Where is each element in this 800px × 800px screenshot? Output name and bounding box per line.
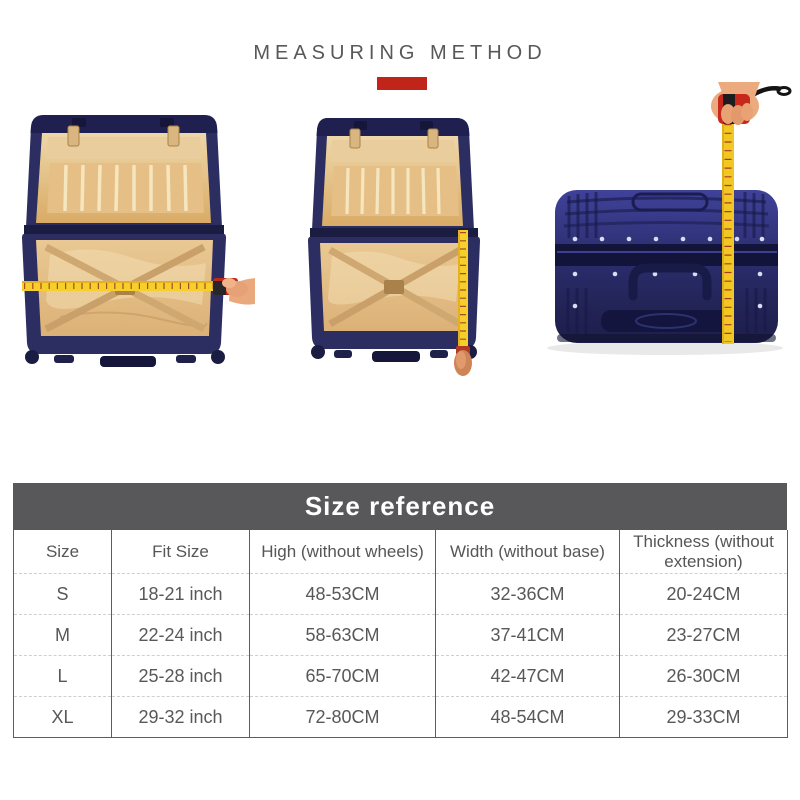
col-header-thickness: Thickness (without extension) — [619, 530, 788, 574]
cell-width: 42-47CM — [435, 655, 620, 697]
hand-holding-tape — [213, 278, 255, 305]
cell-width: 48-54CM — [435, 696, 620, 738]
cell-size: S — [13, 573, 112, 615]
cell-width: 37-41CM — [435, 614, 620, 656]
cell-width: 32-36CM — [435, 573, 620, 615]
closed-suitcase-side — [555, 190, 778, 343]
photo-measure-thickness-closed-suitcase — [547, 82, 792, 355]
tape-measure-vertical — [722, 122, 734, 344]
photo-measure-height-open-suitcase — [308, 118, 480, 376]
table-row-m: M 22-24 inch 58-63CM 37-41CM 23-27CM — [13, 614, 788, 656]
hand-holding-tape-measure — [711, 82, 792, 125]
cell-size: M — [13, 614, 112, 656]
table-row-xl: XL 29-32 inch 72-80CM 48-54CM 29-33CM — [13, 696, 788, 738]
cell-high: 72-80CM — [249, 696, 436, 738]
table-header-row: Size Fit Size High (without wheels) Widt… — [14, 530, 788, 574]
cell-high: 65-70CM — [249, 655, 436, 697]
cell-size: L — [13, 655, 112, 697]
table-row-l: L 25-28 inch 65-70CM 42-47CM 26-30CM — [13, 655, 788, 697]
col-header-width: Width (without base) — [435, 530, 620, 574]
col-header-size: Size — [45, 541, 80, 561]
cell-thickness: 29-33CM — [619, 696, 788, 738]
open-suitcase-front — [308, 118, 480, 362]
title-accent-bar — [377, 77, 427, 90]
floor-shadow — [547, 341, 783, 355]
rivets — [572, 236, 765, 309]
carry-handle — [628, 263, 712, 301]
cell-fit-size: 22-24 inch — [111, 614, 250, 656]
cell-size: XL — [13, 696, 112, 738]
cell-high: 58-63CM — [249, 614, 436, 656]
cell-fit-size: 18-21 inch — [111, 573, 250, 615]
cell-thickness: 23-27CM — [619, 614, 788, 656]
col-header-fit-size: Fit Size — [111, 530, 250, 574]
tape-measure-horizontal — [22, 281, 220, 291]
size-reference-section: Size reference Size Fit Size High (witho… — [13, 483, 788, 738]
open-suitcase-front — [22, 115, 226, 367]
page-title: MEASURING METHOD — [253, 42, 547, 64]
cell-fit-size: 25-28 inch — [111, 655, 250, 697]
size-table: Size Fit Size High (without wheels) Widt… — [13, 530, 788, 738]
table-caption: Size reference — [13, 483, 787, 530]
col-header-high: High (without wheels) — [249, 530, 436, 574]
tape-measure-vertical — [458, 230, 468, 348]
thumb-holding-tape — [454, 346, 472, 376]
trolley-recess — [601, 310, 731, 332]
photo-measure-width-open-suitcase — [22, 115, 255, 367]
cell-thickness: 20-24CM — [619, 573, 788, 615]
cell-thickness: 26-30CM — [619, 655, 788, 697]
table-row-s: S 18-21 inch 48-53CM 32-36CM 20-24CM — [13, 573, 788, 615]
cell-fit-size: 29-32 inch — [111, 696, 250, 738]
cell-high: 48-53CM — [249, 573, 436, 615]
